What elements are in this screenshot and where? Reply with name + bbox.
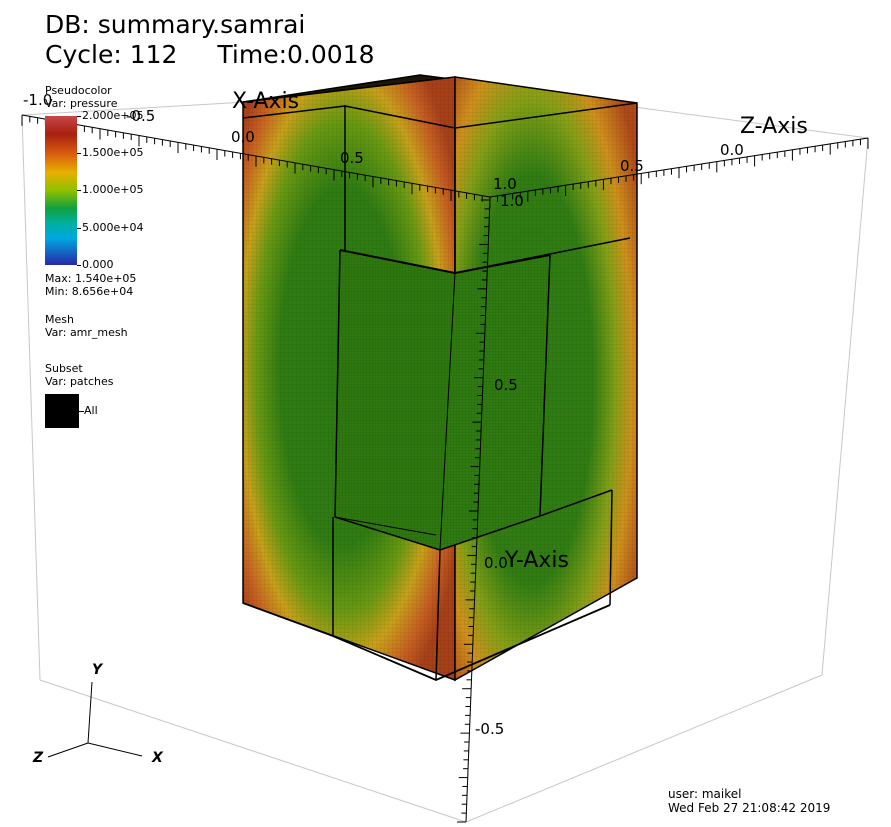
x-tick-label-4: 1.0 [493,175,517,193]
legend-tick-2: 1.000e+05 [82,183,144,196]
subset-swatch [45,394,79,428]
mesh-var: Var: amr_mesh [45,326,128,339]
legend-tick-1: 1.500e+05 [82,146,144,159]
time-label: Time:0.0018 [217,40,375,69]
z-tick-label-0: 0.0 [720,141,744,159]
cycle-label: Cycle: 112 [45,40,178,69]
mesh-plot-type: Mesh [45,313,74,326]
color-bar [45,116,77,265]
triad-x-label: X [152,750,163,766]
legend-tick-0: 2.000e+05 [82,109,144,122]
y-tick-label-1: 0.5 [494,376,518,394]
y-tick-label-0: 1.0 [500,192,524,210]
triad-z-label: Z [33,750,44,766]
triad-y-label: Y [92,662,103,678]
amr-fine-patch [334,249,551,551]
legend-min: Min: 8.656e+04 [45,285,134,298]
z-axis-title: Z-Axis [740,114,808,139]
y-axis-title: Y-Axis [505,548,569,573]
x-tick-label-1: -0.5 [126,107,156,125]
z-tick-label-1: 0.5 [620,157,644,175]
axis-triad [47,681,143,758]
x-tick-label-3: 0.5 [340,149,364,167]
subset-var: Var: patches [45,375,114,388]
y-tick-label-3: -0.5 [475,720,505,738]
y-tick-mark-group [457,199,490,823]
legend-tick-3: 5.000e+04 [82,221,144,234]
subset-item-label: All [84,404,98,417]
subset-item: All [79,404,98,417]
legend-max: Max: 1.540e+05 [45,272,137,285]
database-title: DB: summary.samrai [45,10,306,39]
cycle-time-line: Cycle: 112 Time:0.0018 [45,40,375,70]
z-tick-mark-group [489,138,869,208]
x-tick-label-0: -1.0 [23,91,53,109]
x-tick-label-2: 0.0 [231,128,255,146]
patch-boundaries [242,102,638,681]
date-label: Wed Feb 27 21:08:42 2019 [668,801,831,815]
y-tick-label-2: 0.0 [484,554,508,572]
legend-var: Var: pressure [45,97,118,110]
legend-plot-type: Pseudocolor [45,84,112,97]
subset-plot-type: Subset [45,362,83,375]
user-label: user: maikel [668,787,742,801]
x-axis-title: X-Axis [232,89,300,114]
legend-tick-4: 0.000 [82,258,114,271]
